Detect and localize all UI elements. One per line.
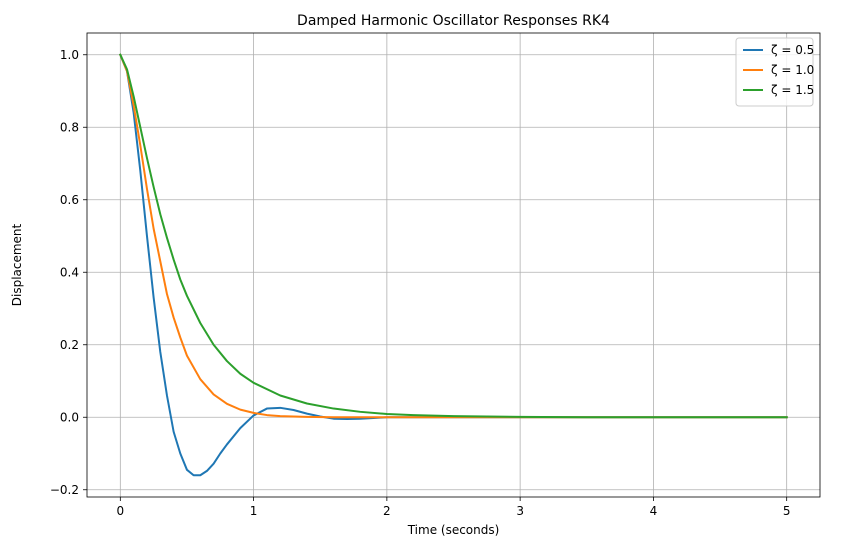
y-tick-label: 0.8 — [60, 120, 79, 134]
chart-title: Damped Harmonic Oscillator Responses RK4 — [297, 13, 610, 29]
plot-frame — [86, 32, 821, 498]
x-tick-label: 4 — [650, 504, 658, 518]
legend: ζ = 0.5 ζ = 1.0 ζ = 1.5 — [735, 37, 814, 107]
x-tick-label: 0 — [116, 504, 124, 518]
y-tick-label: 0.2 — [60, 338, 79, 352]
x-tick-label: 1 — [250, 504, 258, 518]
series-layer — [118, 53, 788, 477]
grid — [87, 33, 820, 497]
x-tick-label: 5 — [783, 504, 791, 518]
x-axis-label: Time (seconds) — [407, 523, 500, 537]
y-tick-label: 0.0 — [60, 410, 79, 424]
x-tick-label: 3 — [516, 504, 524, 518]
y-tick-label: 0.4 — [60, 265, 79, 279]
legend-label-2: ζ = 1.5 — [771, 83, 814, 97]
ticks: 0 1 2 3 4 5 −0.2 0.0 0.2 0.4 0.6 0.8 1.0 — [50, 48, 791, 518]
legend-label-0: ζ = 0.5 — [771, 43, 814, 57]
legend-label-1: ζ = 1.0 — [771, 63, 814, 77]
y-tick-label: 1.0 — [60, 48, 79, 62]
x-tick-label: 2 — [383, 504, 391, 518]
series-line-2 — [118, 53, 788, 419]
y-tick-label: −0.2 — [50, 483, 79, 497]
y-axis-label: Displacement — [10, 223, 24, 306]
y-tick-label: 0.6 — [60, 193, 79, 207]
